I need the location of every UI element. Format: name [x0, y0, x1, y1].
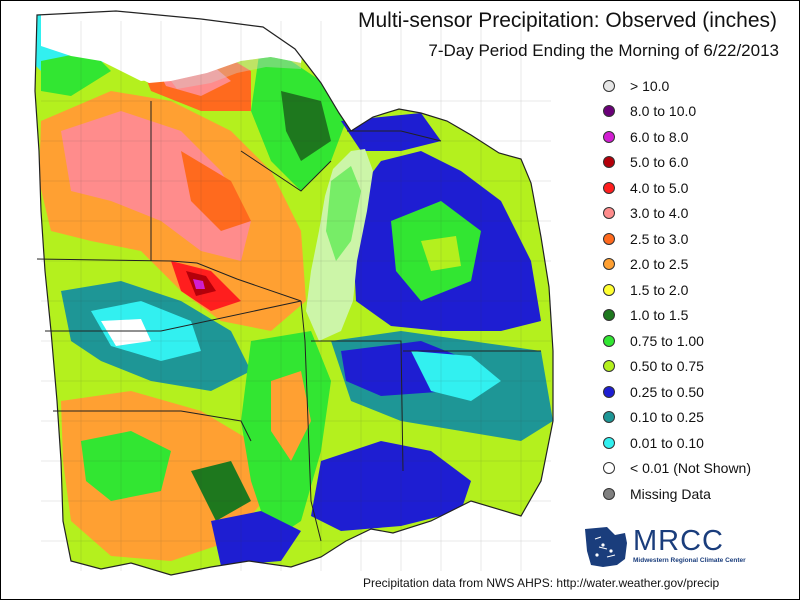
legend-item: 5.0 to 6.0: [599, 150, 688, 175]
legend-item: > 10.0: [599, 73, 669, 98]
legend-item: 1.5 to 2.0: [599, 277, 688, 302]
data-source-footer: Precipitation data from NWS AHPS: http:/…: [363, 576, 720, 590]
legend-label: 0.10 to 0.25: [630, 409, 704, 425]
legend-swatch: [603, 385, 615, 398]
legend-label: 0.50 to 0.75: [630, 358, 704, 374]
legend-swatch: [603, 436, 615, 449]
legend-label: 8.0 to 10.0: [630, 103, 697, 119]
legend-label: 1.0 to 1.5: [630, 307, 689, 323]
legend-item: 0.10 to 0.25: [599, 405, 704, 430]
mrcc-logo: MRCC Midwestern Regional Climate Center: [581, 521, 781, 571]
legend-swatch: [603, 79, 615, 92]
legend-swatch: [603, 411, 615, 423]
legend-swatch: [603, 462, 615, 474]
legend-swatch: [603, 309, 615, 321]
legend-swatch: [603, 334, 615, 347]
legend-item: 6.0 to 8.0: [599, 124, 688, 149]
legend-item: < 0.01 (Not Shown): [599, 456, 751, 481]
legend-swatch: [603, 207, 615, 219]
legend-item: 0.50 to 0.75: [599, 354, 704, 379]
legend-item: 0.25 to 0.50: [599, 379, 704, 404]
legend-label: 5.0 to 6.0: [630, 154, 689, 170]
map-subtitle: 7-Day Period Ending the Morning of 6/22/…: [428, 41, 779, 60]
legend-swatch: [603, 360, 615, 372]
legend-label: 0.25 to 0.50: [630, 383, 704, 400]
legend-label: Missing Data: [630, 485, 711, 502]
legend-item: 8.0 to 10.0: [599, 99, 696, 124]
legend-label: 2.5 to 3.0: [630, 230, 689, 247]
legend-item: 2.0 to 2.5: [599, 252, 688, 277]
legend-label: 4.0 to 5.0: [630, 179, 689, 196]
legend-swatch: [603, 130, 615, 143]
legend-item: 2.5 to 3.0: [599, 226, 688, 251]
legend-swatch: [603, 156, 615, 168]
legend-swatch: [603, 181, 615, 194]
mrcc-logo-text: MRCC: [633, 525, 724, 557]
legend-item: 0.75 to 1.00: [599, 328, 704, 353]
map-title: Multi-sensor Precipitation: Observed (in…: [358, 9, 777, 32]
legend-item: 1.0 to 1.5: [599, 303, 688, 328]
mrcc-logo-subtitle: Midwestern Regional Climate Center: [633, 557, 746, 564]
legend-label: 1.5 to 2.0: [630, 281, 689, 298]
legend-label: 3.0 to 4.0: [630, 205, 689, 221]
legend-label: 2.0 to 2.5: [630, 256, 689, 272]
legend-label: < 0.01 (Not Shown): [630, 460, 752, 476]
legend-item: 4.0 to 5.0: [599, 175, 688, 200]
legend-swatch: [603, 258, 615, 270]
legend-label: 0.75 to 1.00: [630, 332, 704, 349]
legend-swatch: [603, 232, 615, 245]
legend-label: 0.01 to 0.10: [630, 434, 704, 451]
legend-item: 3.0 to 4.0: [599, 201, 688, 226]
legend-label: 6.0 to 8.0: [630, 128, 689, 145]
legend-label: > 10.0: [630, 77, 670, 94]
legend-item: Missing Data: [599, 481, 711, 506]
midwest-region-icon: [585, 527, 627, 567]
legend-swatch: [603, 105, 615, 117]
legend-swatch: [603, 487, 615, 500]
legend-swatch: [603, 283, 615, 296]
legend-item: 0.01 to 0.10: [599, 430, 704, 455]
